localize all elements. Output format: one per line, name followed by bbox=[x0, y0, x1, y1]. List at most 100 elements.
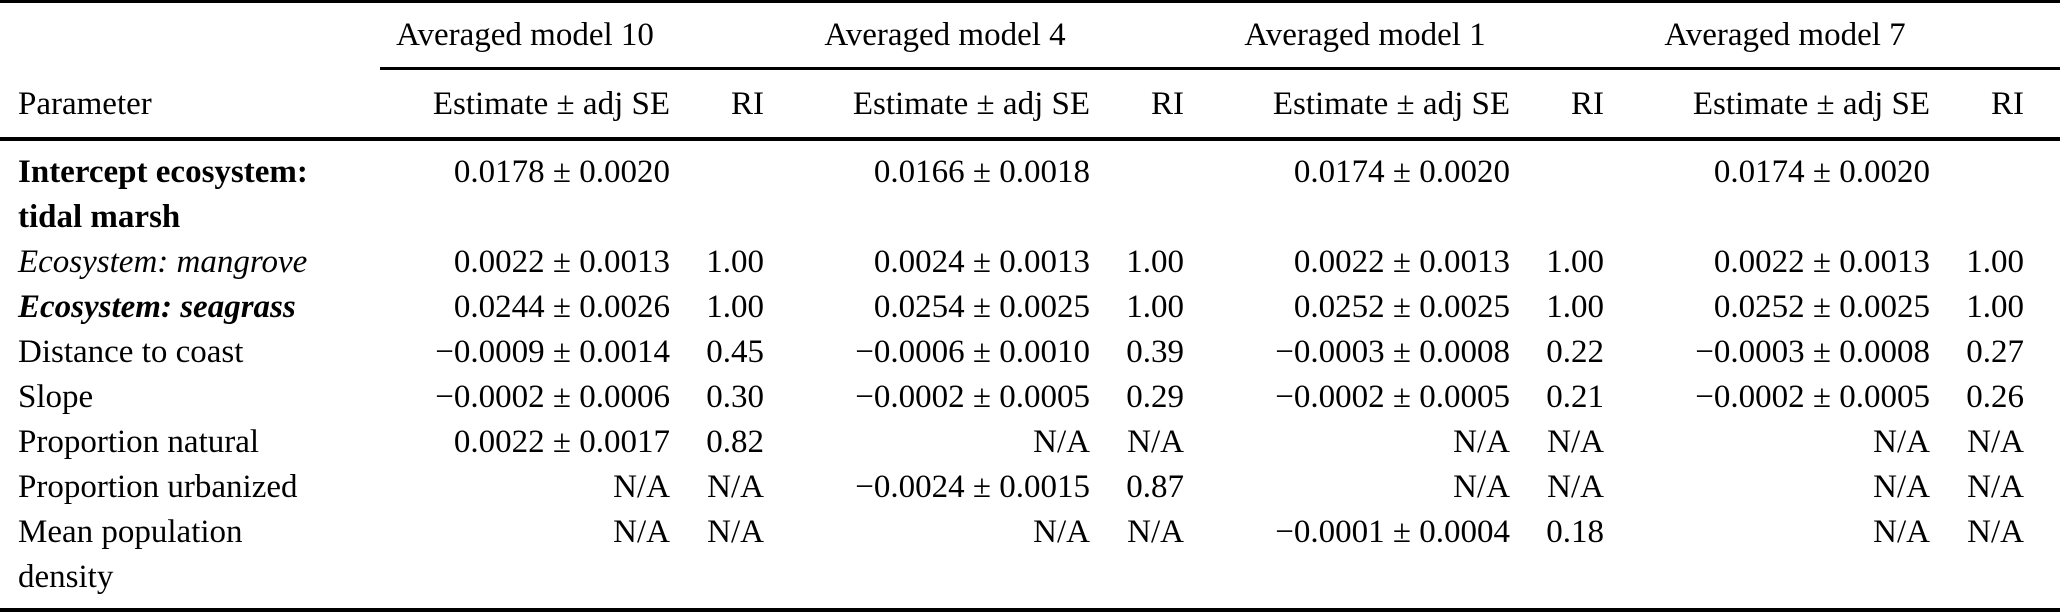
model-header-row: Averaged model 10 Averaged model 4 Avera… bbox=[0, 1, 2060, 70]
estimate-cell: 0.0178 ± 0.0020 bbox=[453, 154, 670, 190]
model-group-label: Averaged model 4 bbox=[800, 1, 1090, 70]
ri-cell: 1.00 bbox=[1126, 289, 1184, 325]
estimate-cell: −0.0006 ± 0.0010 bbox=[855, 334, 1090, 370]
parameter-cell: Ecosystem: mangrove bbox=[18, 244, 308, 280]
ri-cell: 1.00 bbox=[1966, 289, 2024, 325]
estimate-cell: N/A bbox=[613, 514, 670, 550]
estimate-header: Estimate ± adj SE bbox=[1220, 68, 1510, 141]
ri-cell: 0.26 bbox=[1966, 379, 2024, 415]
model-group-label: Averaged model 7 bbox=[1640, 1, 1930, 70]
estimate-cell: −0.0009 ± 0.0014 bbox=[435, 334, 670, 370]
ri-cell: 0.21 bbox=[1546, 379, 1604, 415]
table-row: Distance to coast −0.0009 ± 0.0014 0.45 −0.… bbox=[0, 330, 2060, 375]
model-group-spacer bbox=[1090, 1, 1220, 70]
ri-cell: N/A bbox=[1967, 514, 2024, 550]
estimate-cell: 0.0024 ± 0.0013 bbox=[873, 244, 1090, 280]
ri-cell: N/A bbox=[1547, 424, 1604, 460]
estimate-cell: N/A bbox=[1033, 424, 1090, 460]
estimate-cell: 0.0022 ± 0.0013 bbox=[1293, 244, 1510, 280]
ri-cell bbox=[1930, 139, 2060, 240]
estimate-cell: N/A bbox=[1453, 469, 1510, 505]
parameter-cell: Proportion urbanized bbox=[18, 469, 298, 505]
table-row: Proportion urbanized N/A N/A −0.0024 ± 0.00… bbox=[0, 465, 2060, 510]
estimate-cell: −0.0003 ± 0.0008 bbox=[1275, 334, 1510, 370]
estimate-cell: N/A bbox=[1873, 514, 1930, 550]
estimate-cell: 0.0166 ± 0.0018 bbox=[873, 154, 1090, 190]
ri-cell bbox=[1510, 139, 1640, 240]
ri-cell: N/A bbox=[1127, 514, 1184, 550]
estimate-cell: 0.0174 ± 0.0020 bbox=[1713, 154, 1930, 190]
ri-cell: N/A bbox=[1967, 469, 2024, 505]
ri-cell: N/A bbox=[1547, 469, 1604, 505]
table-row: Ecosystem: mangrove 0.0022 ± 0.0013 1.00 0.… bbox=[0, 240, 2060, 285]
model-header-spacer bbox=[0, 2, 380, 69]
ri-cell: 1.00 bbox=[706, 244, 764, 280]
ri-cell: 1.00 bbox=[1546, 289, 1604, 325]
model-group-label: Averaged model 1 bbox=[1220, 1, 1510, 70]
estimate-header: Estimate ± adj SE bbox=[1640, 68, 1930, 141]
estimate-cell: −0.0002 ± 0.0005 bbox=[855, 379, 1090, 415]
model-group-spacer bbox=[1930, 1, 2060, 70]
column-header-row: Parameter Estimate ± adj SE RI Estimate … bbox=[0, 68, 2060, 141]
model-group-label: Averaged model 10 bbox=[380, 1, 670, 70]
ri-cell: 0.30 bbox=[706, 379, 764, 415]
parameter-cell: Proportion natural bbox=[18, 424, 260, 460]
ri-cell: 0.87 bbox=[1126, 469, 1184, 505]
estimate-cell: −0.0002 ± 0.0005 bbox=[1275, 379, 1510, 415]
ri-cell: 0.39 bbox=[1126, 334, 1184, 370]
parameter-header: Parameter bbox=[0, 68, 380, 141]
parameter-cell: Ecosystem: seagrass bbox=[18, 289, 296, 325]
table-row: Proportion natural 0.0022 ± 0.0017 0.82 N/A… bbox=[0, 420, 2060, 465]
parameter-cell: Distance to coast bbox=[18, 334, 244, 370]
ri-cell: 0.18 bbox=[1546, 514, 1604, 550]
ri-cell: 0.82 bbox=[706, 424, 764, 460]
model-group-spacer bbox=[670, 1, 800, 70]
ri-cell: N/A bbox=[1967, 424, 2024, 460]
table-row: Slope −0.0002 ± 0.0006 0.30 −0.0002 ± 0.000… bbox=[0, 375, 2060, 420]
estimate-cell: −0.0001 ± 0.0004 bbox=[1275, 514, 1510, 550]
estimate-header: Estimate ± adj SE bbox=[380, 68, 670, 141]
ri-cell bbox=[670, 139, 800, 240]
ri-cell: N/A bbox=[707, 514, 764, 550]
ri-cell: 0.22 bbox=[1546, 334, 1604, 370]
estimate-cell: 0.0252 ± 0.0025 bbox=[1293, 289, 1510, 325]
estimate-cell: 0.0022 ± 0.0017 bbox=[453, 424, 670, 460]
estimate-cell: 0.0022 ± 0.0013 bbox=[1713, 244, 1930, 280]
estimate-cell: N/A bbox=[1033, 514, 1090, 550]
estimate-cell: N/A bbox=[613, 469, 670, 505]
ri-cell: N/A bbox=[707, 469, 764, 505]
estimate-cell: −0.0002 ± 0.0005 bbox=[1695, 379, 1930, 415]
estimate-cell: 0.0244 ± 0.0026 bbox=[453, 289, 670, 325]
ri-cell: 1.00 bbox=[1966, 244, 2024, 280]
estimate-cell: N/A bbox=[1873, 424, 1930, 460]
ri-cell: N/A bbox=[1127, 424, 1184, 460]
parameter-cell: Mean population density bbox=[18, 514, 243, 595]
parameter-cell: Intercept ecosystem: tidal marsh bbox=[18, 154, 308, 235]
estimate-cell: N/A bbox=[1873, 469, 1930, 505]
estimate-cell: −0.0002 ± 0.0006 bbox=[435, 379, 670, 415]
estimate-header: Estimate ± adj SE bbox=[800, 68, 1090, 141]
ri-cell: 1.00 bbox=[1126, 244, 1184, 280]
ri-cell bbox=[1090, 139, 1220, 240]
table-body: Intercept ecosystem: tidal marsh 0.0178 ±… bbox=[0, 139, 2060, 610]
parameter-cell: Slope bbox=[18, 379, 94, 415]
ri-header: RI bbox=[1090, 68, 1220, 141]
model-group-spacer bbox=[1510, 1, 1640, 70]
table-row: Intercept ecosystem: tidal marsh 0.0178 ±… bbox=[0, 139, 2060, 240]
ri-header: RI bbox=[670, 68, 800, 141]
ri-cell: 1.00 bbox=[1546, 244, 1604, 280]
table-row: Mean population density N/A N/A N/A N/A −0.00… bbox=[0, 510, 2060, 610]
estimate-cell: 0.0252 ± 0.0025 bbox=[1713, 289, 1930, 325]
estimate-cell: −0.0024 ± 0.0015 bbox=[855, 469, 1090, 505]
ri-cell: 1.00 bbox=[706, 289, 764, 325]
estimate-cell: 0.0022 ± 0.0013 bbox=[453, 244, 670, 280]
ri-cell: 0.27 bbox=[1966, 334, 2024, 370]
ri-cell: 0.29 bbox=[1126, 379, 1184, 415]
ri-header: RI bbox=[1930, 68, 2060, 141]
ri-header: RI bbox=[1510, 68, 1640, 141]
estimate-cell: 0.0174 ± 0.0020 bbox=[1293, 154, 1510, 190]
ri-cell: 0.45 bbox=[706, 334, 764, 370]
estimate-cell: 0.0254 ± 0.0025 bbox=[873, 289, 1090, 325]
table-row: Ecosystem: seagrass 0.0244 ± 0.0026 1.00 0.… bbox=[0, 285, 2060, 330]
